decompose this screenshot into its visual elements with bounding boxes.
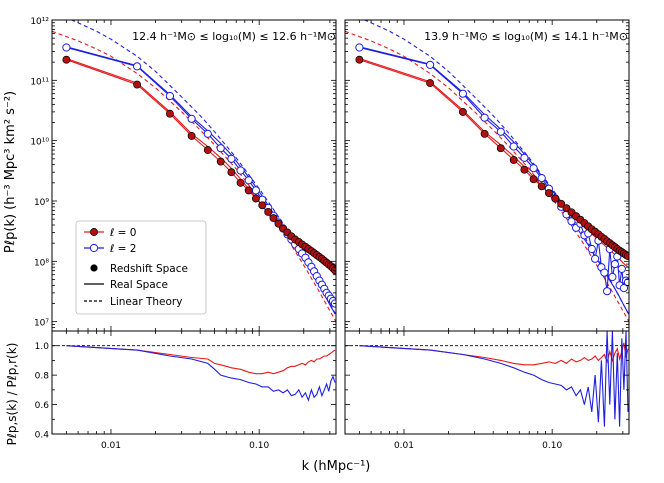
- redshift-l2-point: [244, 176, 253, 185]
- redshift-l0-point: [62, 55, 71, 64]
- y-axis-label-bottom: Pℓp,s(k) / Pℓp,r(k): [5, 343, 19, 446]
- legend: ℓ = 0 ℓ = 2 Redshift Space Real Space Li…: [75, 220, 207, 315]
- ratio-y-tick-label: 1.0: [35, 342, 50, 352]
- redshift-l2-point: [608, 272, 617, 282]
- panel-title-left: 12.4 h⁻¹M⊙ ≤ log₁₀(M) ≤ 12.6 h⁻¹M⊙: [132, 30, 336, 43]
- redshift-l2-point: [610, 260, 620, 269]
- redshift-l0-point: [251, 194, 260, 203]
- y-tick-label: 10⁸: [34, 258, 49, 268]
- y-axis-label-top: Pℓp(k) (h⁻³ Mpc³ km² s⁻²): [3, 91, 18, 253]
- redshift-l0-point: [426, 79, 435, 88]
- redshift-l0-point: [480, 129, 489, 138]
- x-axis-label: k (hMpc⁻¹): [302, 459, 371, 474]
- redshift-l2-point: [529, 164, 538, 173]
- redshift-l2-point: [426, 60, 435, 70]
- redshift-l0-point: [458, 107, 467, 116]
- redshift-l2-point: [355, 43, 364, 52]
- redshift-l0-point: [496, 144, 505, 153]
- ratio-l0-line: [66, 345, 336, 375]
- redshift-l2-point: [133, 62, 142, 71]
- redshift-l2-point: [603, 287, 612, 296]
- legend-redshift-marker: [90, 264, 98, 272]
- redshift-l2-point: [251, 186, 260, 195]
- redshift-l0-point: [624, 252, 629, 261]
- redshift-l2-point: [520, 153, 529, 162]
- y-tick-label: 10¹⁰: [30, 138, 49, 148]
- redshift-l0-point: [529, 175, 538, 184]
- redshift-l0-point: [520, 165, 529, 174]
- redshift-l0-point: [133, 80, 142, 89]
- legend-redshift-label: Redshift Space: [110, 263, 188, 275]
- chart-marks: 10⁷ 10⁸ 10⁹ 10¹⁰ 10¹¹ 10¹² 0.4 0.6 0.8 1.0 0.01 0.1…: [30, 17, 630, 451]
- redshift-l2-point: [62, 43, 71, 52]
- x-tick-label: 0.01: [394, 441, 414, 451]
- redshift-l2-point: [619, 284, 629, 293]
- legend-real-label: Real Space: [110, 279, 168, 291]
- ratio-y-tick-label: 0.8: [35, 372, 50, 382]
- ratio-l2-line: [359, 331, 629, 427]
- redshift-l2-point: [187, 114, 196, 123]
- real-l2-line: [359, 46, 629, 314]
- x-tick-label: 0.01: [101, 441, 121, 451]
- redshift-l2-line: [359, 46, 629, 292]
- redshift-l0-point: [216, 157, 225, 166]
- linear-l0-line: [345, 30, 629, 322]
- redshift-l0-point: [557, 199, 566, 208]
- panel-frame: [51, 330, 337, 435]
- redshift-l2-point: [480, 113, 489, 122]
- redshift-l0-point: [544, 189, 553, 198]
- ratio-y-tick-label: 0.6: [35, 401, 50, 411]
- redshift-l0-point: [244, 186, 253, 195]
- redshift-l0-point: [264, 207, 273, 216]
- redshift-l0-point: [258, 201, 267, 210]
- linear-l2-line: [363, 20, 629, 316]
- ratio-l0-line: [359, 342, 629, 366]
- legend-l0-marker: [90, 228, 98, 236]
- y-tick-label: 10¹²: [30, 17, 49, 27]
- panel-frame: [344, 19, 630, 332]
- redshift-l2-point: [623, 278, 629, 287]
- redshift-l0-point: [203, 146, 212, 154]
- redshift-l0-point: [227, 168, 236, 177]
- redshift-l2-point: [567, 217, 576, 226]
- legend-linear-label: Linear Theory: [110, 296, 182, 308]
- redshift-l2-point: [458, 89, 467, 98]
- redshift-l0-point: [355, 55, 364, 64]
- redshift-l0-point: [551, 194, 560, 203]
- redshift-l2-point: [600, 268, 609, 277]
- redshift-l2-point: [591, 254, 600, 263]
- legend-l0-label: ℓ = 0: [109, 227, 137, 239]
- redshift-l2-point: [509, 142, 518, 151]
- legend-frame: [75, 220, 207, 315]
- redshift-l2-point: [165, 91, 174, 101]
- y-tick-label: 10⁹: [34, 198, 49, 208]
- redshift-l0-point: [537, 182, 546, 191]
- panel-title-right: 13.9 h⁻¹M⊙ ≤ log₁₀(M) ≤ 14.1 h⁻¹M⊙: [424, 30, 628, 43]
- redshift-l2-point: [496, 127, 505, 136]
- y-tick-label: 10¹¹: [30, 77, 49, 87]
- legend-l2-marker: [89, 243, 99, 253]
- legend-l2-label: ℓ = 2: [109, 243, 137, 255]
- redshift-l2-point: [227, 154, 236, 163]
- redshift-l2-point: [587, 244, 596, 254]
- y-tick-label: 10⁷: [34, 319, 49, 329]
- redshift-l0-point: [269, 214, 278, 223]
- redshift-l0-point: [274, 219, 283, 228]
- x-tick-label: 0.10: [542, 441, 562, 451]
- redshift-l2-point: [537, 174, 546, 183]
- redshift-l0-point: [509, 155, 518, 164]
- ratio-l2-line: [66, 345, 336, 402]
- redshift-l0-point: [236, 178, 245, 187]
- redshift-l2-point: [617, 264, 626, 273]
- x-tick-label: 0.10: [249, 441, 269, 451]
- redshift-l2-point: [203, 129, 212, 138]
- redshift-l2-point: [236, 166, 245, 175]
- redshift-l0-point: [165, 109, 174, 118]
- ratio-y-tick-label: 0.4: [35, 431, 50, 441]
- panel-frame: [344, 330, 630, 435]
- redshift-l0-point: [187, 131, 196, 140]
- redshift-l2-point: [216, 144, 225, 153]
